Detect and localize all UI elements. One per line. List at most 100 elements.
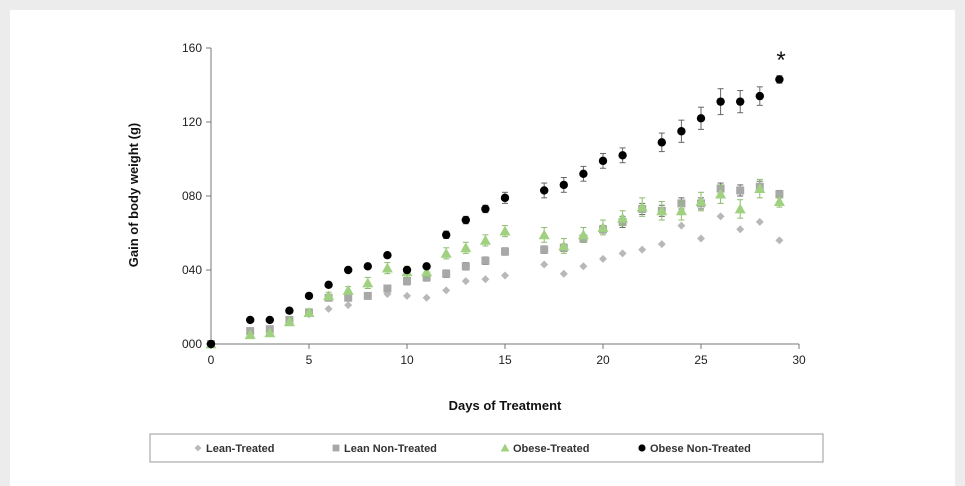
legend-marker-square <box>332 444 340 452</box>
data-point <box>736 225 745 234</box>
data-point <box>344 265 353 275</box>
data-point <box>206 339 216 349</box>
data-point <box>618 249 627 258</box>
data-point <box>716 97 725 106</box>
data-point <box>323 290 335 301</box>
data-point <box>402 265 412 275</box>
data-marks <box>205 75 785 349</box>
x-tick-label: 25 <box>694 353 708 367</box>
data-point <box>579 262 588 271</box>
y-tick-label: 040 <box>182 263 202 277</box>
data-point <box>736 97 745 106</box>
axes: 000 040 080 120 160 0 5 10 15 20 25 30 <box>182 41 806 367</box>
data-point <box>265 315 274 325</box>
data-point <box>558 240 570 251</box>
data-point <box>618 151 627 160</box>
x-tick-label: 15 <box>498 353 512 367</box>
data-point <box>540 260 549 269</box>
series-lean-non-treated <box>207 180 784 348</box>
data-point <box>754 183 766 193</box>
legend: Lean-Treated Lean Non-Treated Obese-Treate… <box>149 433 824 463</box>
data-point <box>736 186 745 195</box>
data-point <box>244 329 256 340</box>
legend-label: Lean Non-Treated <box>344 443 437 455</box>
data-point <box>362 277 374 288</box>
data-point <box>283 316 295 327</box>
data-point <box>383 284 392 293</box>
data-point <box>755 91 764 101</box>
data-point <box>617 212 629 223</box>
legend-item: Lean-Treated <box>194 443 274 455</box>
x-tick-label: 20 <box>596 353 610 367</box>
x-tick-label: 30 <box>792 353 806 367</box>
data-point <box>675 205 687 216</box>
series-lean-treated <box>207 212 784 348</box>
legend-box <box>149 433 824 463</box>
x-axis-title: Days of Treatment <box>449 398 562 413</box>
data-point <box>716 212 725 221</box>
data-point <box>775 236 784 245</box>
data-point <box>403 277 411 286</box>
data-point <box>324 304 333 313</box>
data-point <box>579 169 588 178</box>
data-point <box>540 186 549 195</box>
data-point <box>264 327 276 338</box>
data-point <box>677 221 686 230</box>
data-point <box>559 269 568 278</box>
data-point <box>442 230 451 240</box>
data-point <box>657 138 666 147</box>
legend-item: Lean Non-Treated <box>332 443 437 455</box>
data-point <box>696 114 706 123</box>
data-point <box>461 277 470 286</box>
y-tick-label: 120 <box>182 115 202 129</box>
data-point <box>383 251 392 260</box>
series-obese-treated <box>205 178 785 349</box>
data-point <box>773 196 785 206</box>
data-point <box>697 234 705 243</box>
legend-label: Lean-Treated <box>206 443 274 455</box>
data-point <box>479 234 491 245</box>
data-point <box>499 225 511 236</box>
data-point <box>577 229 589 240</box>
legend-marker-triangle <box>500 443 510 452</box>
data-point <box>461 262 470 271</box>
data-point <box>638 245 647 254</box>
data-point <box>461 215 470 225</box>
y-axis-title: Gain of body weight (g) <box>126 123 141 267</box>
data-point <box>775 75 784 84</box>
data-point <box>734 203 746 214</box>
data-point <box>481 204 490 214</box>
legend-label: Obese-Treated <box>513 443 589 455</box>
data-point <box>656 205 668 216</box>
x-tick-label: 0 <box>208 353 215 367</box>
data-point <box>344 293 353 302</box>
data-point <box>598 156 608 166</box>
data-point <box>403 291 411 300</box>
data-point <box>422 262 431 271</box>
x-tick-label: 5 <box>306 353 313 367</box>
data-point <box>500 193 510 203</box>
legend-label: Obese Non-Treated <box>650 443 751 455</box>
data-point <box>303 307 315 317</box>
data-point <box>501 271 509 280</box>
data-point <box>363 291 372 300</box>
data-point <box>559 180 568 190</box>
y-tick-label: 080 <box>182 189 202 203</box>
data-point <box>715 188 727 199</box>
data-point <box>324 280 333 289</box>
data-point <box>285 306 294 315</box>
chart-frame <box>10 10 955 486</box>
data-point <box>304 291 314 301</box>
data-point <box>636 201 648 212</box>
data-point <box>381 262 393 273</box>
data-point <box>501 247 509 256</box>
data-point <box>755 217 764 226</box>
y-tick-label: 160 <box>182 41 202 55</box>
series-obese-non-treated <box>206 75 784 349</box>
data-point <box>775 190 784 199</box>
data-point <box>597 221 609 232</box>
data-point <box>363 262 372 271</box>
data-point <box>481 275 490 284</box>
significance-annotation: * <box>776 47 785 74</box>
